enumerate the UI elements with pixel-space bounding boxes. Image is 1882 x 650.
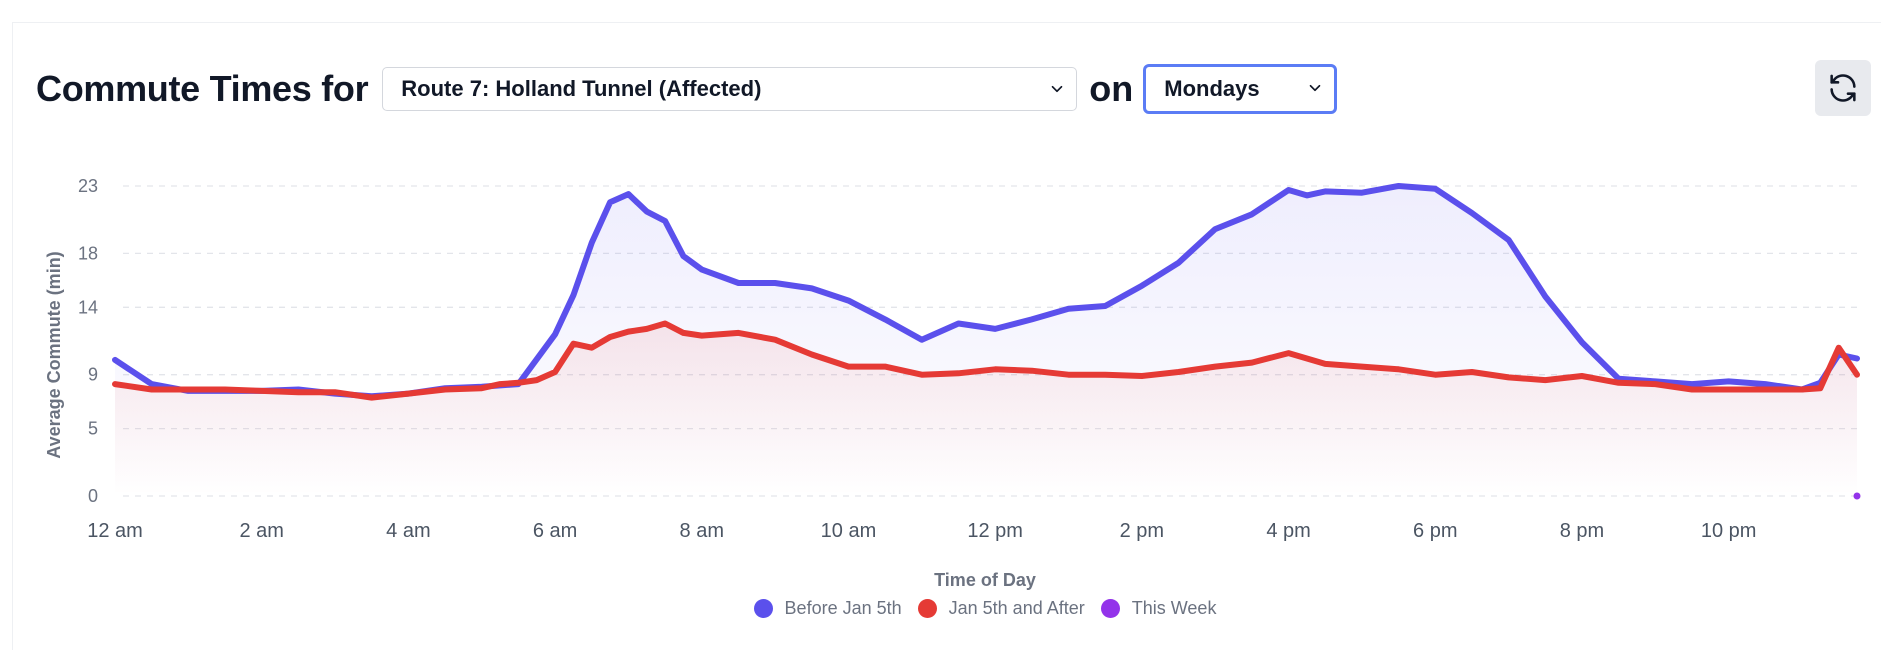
day-select-value: Mondays bbox=[1164, 76, 1260, 101]
line-chart: 0 5 9 14 18 23 12 am 2 am 4 am 6 am 8 am 10 am 12 p… bbox=[44, 176, 1861, 590]
legend-item-before[interactable]: Before Jan 5th bbox=[753, 598, 902, 619]
page-title: Commute Times for bbox=[36, 68, 369, 109]
y-tick-label: 5 bbox=[88, 419, 98, 439]
legend-swatch bbox=[753, 599, 773, 618]
legend-swatch bbox=[1100, 599, 1120, 618]
x-tick-label: 2 pm bbox=[1120, 520, 1164, 542]
refresh-icon bbox=[1830, 74, 1856, 102]
this-week-point bbox=[1853, 492, 1861, 500]
series-line-after bbox=[112, 320, 1860, 401]
legend-label: This Week bbox=[1131, 598, 1217, 618]
y-axis-ticks: 0 5 9 14 18 23 bbox=[78, 176, 98, 506]
x-tick-label: 2 am bbox=[239, 520, 283, 542]
legend-label: Before Jan 5th bbox=[784, 598, 902, 618]
day-select[interactable]: Mondays bbox=[1143, 64, 1338, 114]
legend-label: Jan 5th and After bbox=[948, 598, 1085, 618]
x-tick-label: 10 am bbox=[821, 520, 877, 542]
chart-card bbox=[12, 22, 1881, 650]
series-areas bbox=[115, 186, 1857, 496]
x-tick-label: 12 am bbox=[87, 520, 143, 542]
legend-item-after[interactable]: Jan 5th and After bbox=[917, 598, 1085, 619]
chevron-down-icon bbox=[1309, 84, 1321, 92]
x-tick-label: 4 pm bbox=[1266, 520, 1310, 542]
legend-swatch bbox=[917, 599, 937, 618]
series-lines bbox=[112, 183, 1861, 500]
x-tick-label: 12 pm bbox=[967, 520, 1023, 542]
route-select[interactable]: Route 7: Holland Tunnel (Affected) bbox=[382, 67, 1078, 111]
y-tick-label: 0 bbox=[88, 486, 98, 506]
y-tick-label: 18 bbox=[78, 243, 98, 263]
refresh-button[interactable] bbox=[1815, 60, 1871, 116]
y-axis-title: Average Commute (min) bbox=[44, 251, 64, 458]
series-area-after bbox=[115, 323, 1857, 496]
x-tick-label: 6 pm bbox=[1413, 520, 1457, 542]
route-select-value: Route 7: Holland Tunnel (Affected) bbox=[401, 76, 762, 101]
x-tick-label: 10 pm bbox=[1701, 520, 1757, 542]
x-tick-label: 6 am bbox=[533, 520, 577, 542]
x-axis-title: Time of Day bbox=[934, 570, 1036, 590]
x-tick-label: 8 pm bbox=[1560, 520, 1604, 542]
x-tick-label: 8 am bbox=[680, 520, 724, 542]
x-axis-ticks: 12 am 2 am 4 am 6 am 8 am 10 am 12 pm 2 pm 4 pm 6… bbox=[87, 520, 1756, 542]
chevron-down-icon bbox=[1051, 85, 1063, 93]
y-tick-label: 9 bbox=[88, 365, 98, 385]
legend-item-this-week[interactable]: This Week bbox=[1100, 598, 1217, 619]
on-label: on bbox=[1089, 68, 1134, 109]
chart-header: Commute Times for Route 7: Holland Tunne… bbox=[36, 64, 1338, 114]
x-tick-label: 4 am bbox=[386, 520, 430, 542]
y-tick-label: 14 bbox=[78, 297, 98, 317]
chart-legend: Before Jan 5th Jan 5th and After This We… bbox=[0, 598, 1882, 619]
y-tick-label: 23 bbox=[78, 176, 98, 196]
